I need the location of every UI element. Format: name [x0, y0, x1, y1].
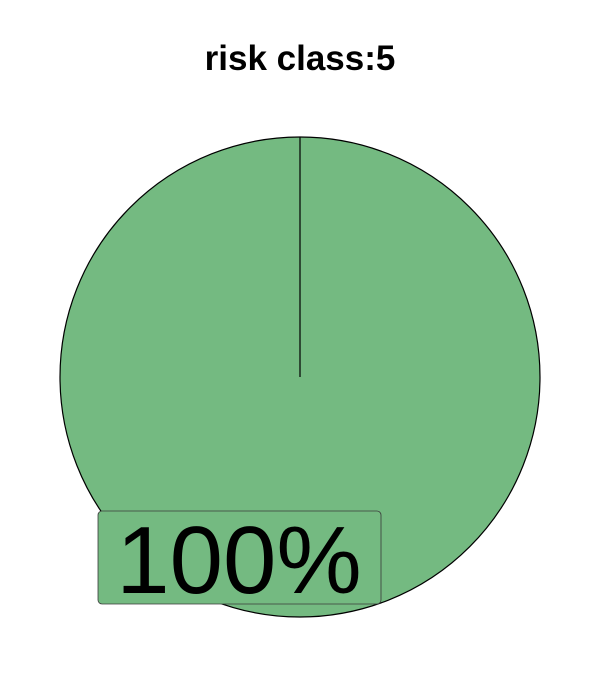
- pie-slices: [59, 136, 541, 618]
- chart-title: risk class:5: [205, 39, 396, 78]
- slice-label-box: [97, 510, 382, 605]
- slice-labels: 100%: [97, 507, 382, 614]
- slice-label: 100%: [97, 507, 382, 614]
- slice-label-text: 100%: [116, 507, 362, 614]
